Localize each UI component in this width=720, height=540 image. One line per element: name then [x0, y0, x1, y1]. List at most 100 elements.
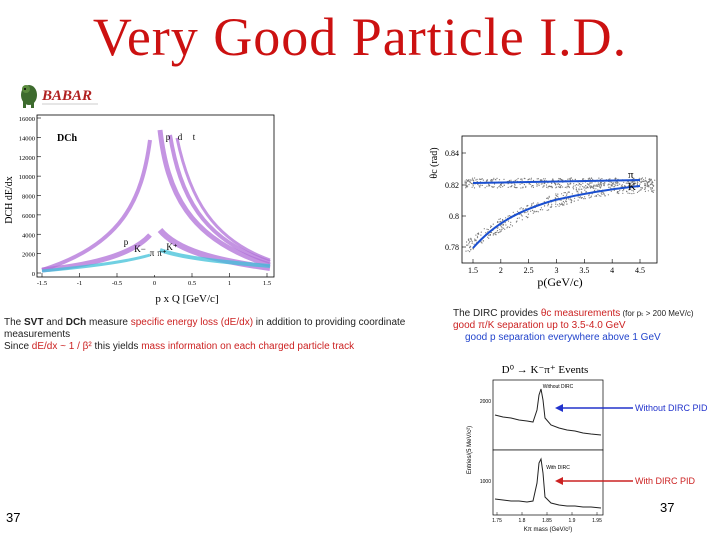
dirc-point: [601, 178, 603, 180]
dirc-point: [467, 180, 469, 182]
dirc-point: [583, 198, 585, 200]
dirc-point: [465, 186, 467, 188]
dirc-point: [628, 189, 630, 191]
dch-gap: [151, 240, 157, 275]
dirc-point: [559, 204, 561, 206]
dirc-point: [636, 191, 639, 193]
dirc-point: [530, 179, 532, 181]
dirc-point: [551, 185, 553, 187]
dirc-point: [546, 186, 548, 188]
dirc-point: [639, 189, 641, 191]
dirc-point: [523, 212, 525, 214]
dirc-point: [487, 236, 489, 238]
dirc-point: [557, 204, 559, 206]
dirc-point: [651, 183, 653, 185]
dirc-point: [619, 183, 621, 185]
slide-title: Very Good Particle I.D.: [92, 7, 628, 67]
dirc-point: [497, 227, 499, 229]
dirc-point: [547, 187, 549, 189]
dirc-point: [566, 193, 568, 195]
dirc-point: [651, 181, 653, 183]
dirc-point: [530, 183, 532, 185]
dirc-point: [468, 238, 470, 240]
dirc-point: [542, 186, 544, 188]
dirc-point: [563, 202, 565, 204]
dirc-point: [594, 195, 596, 197]
d0-xtick-label: 1.8: [519, 518, 526, 524]
cap-text: Since: [4, 341, 32, 352]
dirc-xtick-label: 2.5: [524, 266, 534, 275]
dirc-point: [489, 233, 491, 236]
dirc-point: [473, 187, 476, 189]
dirc-xtick-label: 4: [610, 266, 614, 275]
dirc-point: [615, 177, 617, 180]
dirc-point: [611, 183, 613, 185]
dirc-point: [465, 185, 467, 187]
dirc-point: [651, 180, 653, 182]
dirc-point: [561, 193, 563, 195]
dirc-point: [485, 232, 487, 234]
dch-xtick-label: 0.5: [188, 280, 196, 287]
dirc-point: [648, 186, 650, 188]
dirc-point: [575, 187, 577, 189]
dch-band: [157, 129, 271, 268]
dirc-point: [642, 180, 644, 183]
dirc-point: [611, 182, 614, 184]
dirc-point: [536, 185, 538, 187]
dirc-point: [532, 179, 535, 182]
cap-highlight: θc measurements: [540, 308, 621, 319]
dirc-point: [555, 186, 558, 188]
dirc-point: [498, 179, 501, 181]
dirc-point: [497, 221, 499, 223]
dirc-point: [558, 205, 560, 207]
dirc-point: [551, 186, 553, 188]
dirc-point: [521, 219, 523, 221]
page-number-right: 37: [660, 500, 675, 515]
dch-band-label: π⁺: [157, 248, 167, 258]
dirc-point: [500, 186, 502, 188]
d0-upper-ytick: 2000: [480, 399, 491, 405]
dirc-point: [550, 206, 552, 208]
dirc-point: [533, 210, 535, 212]
dirc-point: [559, 178, 561, 180]
d0-upper-label: Without DIRC: [543, 384, 574, 390]
dirc-point: [566, 185, 568, 187]
dirc-point: [522, 208, 524, 210]
dirc-point: [653, 185, 655, 187]
dirc-point: [483, 228, 485, 230]
dirc-point: [600, 184, 602, 186]
dch-ytick-label: 4000: [22, 232, 35, 239]
dirc-point: [503, 227, 505, 229]
dch-caption-line2: measurements: [4, 329, 71, 340]
dirc-point: [646, 184, 648, 186]
dirc-point: [471, 240, 473, 242]
dirc-point: [514, 183, 516, 185]
dirc-point: [601, 193, 603, 195]
d0-upper-frame: [492, 379, 604, 451]
dirc-point: [547, 185, 549, 187]
cap-highlight: specific energy loss (dE/dx): [130, 317, 254, 328]
dirc-point: [598, 177, 600, 179]
d0-arrow-lower-text: With DIRC PID: [635, 476, 696, 486]
dirc-point: [647, 183, 649, 185]
dirc-point: [469, 247, 471, 249]
dirc-point: [579, 186, 581, 188]
dirc-point: [569, 182, 571, 184]
dirc-point: [495, 179, 497, 181]
dirc-point: [520, 187, 522, 189]
dirc-ylabel: θc (rad): [429, 147, 440, 178]
dirc-point: [609, 183, 611, 185]
dirc-point: [502, 186, 504, 188]
d0-xtick-label: 1.9: [569, 518, 576, 524]
dirc-point: [588, 197, 590, 199]
dirc-point: [651, 187, 653, 189]
dirc-point: [551, 203, 553, 205]
dch-ytick-label: 12000: [19, 155, 35, 162]
dirc-point: [593, 185, 595, 187]
dirc-point: [503, 184, 505, 186]
dirc-point: [490, 226, 492, 229]
dirc-point: [482, 179, 484, 181]
dirc-point: [516, 220, 518, 222]
dirc-point: [609, 181, 611, 183]
dirc-point: [571, 199, 573, 202]
